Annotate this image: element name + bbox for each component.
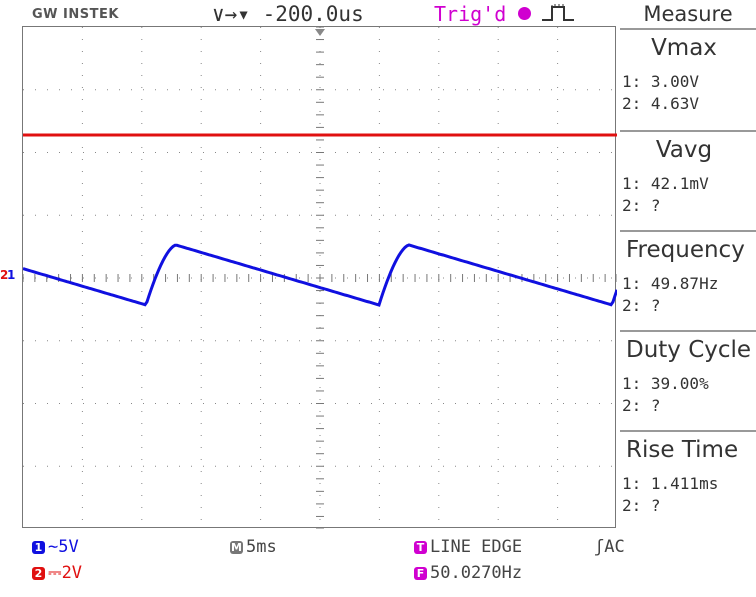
measure-ch1-value: 1: 1.411ms xyxy=(622,474,719,493)
trigger-frequency: 50.0270Hz xyxy=(430,563,523,583)
ch2-badge: 2 xyxy=(32,567,45,580)
brand-logo: GW INSTEK xyxy=(32,7,119,22)
timebase-readout[interactable]: M 5ms xyxy=(230,536,277,558)
trigger-position-marker xyxy=(315,29,325,36)
ch1-scale-readout[interactable]: 1 ∼5V xyxy=(32,536,79,558)
graticule xyxy=(23,27,617,529)
measure-title: Measure xyxy=(643,2,733,26)
horizontal-position-readout: ∨→▾ -200.0us xyxy=(212,2,364,26)
measure-vavg[interactable]: Vavg 1: 42.1mV 2: ? xyxy=(620,130,756,226)
measure-frequency[interactable]: Frequency 1: 49.87Hz 2: ? xyxy=(620,230,756,326)
trigger-mode: LINE EDGE xyxy=(430,537,523,557)
measure-ch1-value: 1: 3.00V xyxy=(622,72,700,91)
measure-name: Rise Time xyxy=(626,437,739,463)
measure-name: Duty Cycle xyxy=(626,337,752,363)
timebase-badge: M xyxy=(230,541,243,554)
measure-ch2-value: 2: ? xyxy=(622,396,661,415)
measure-ch2-value: 2: 4.63V xyxy=(622,94,700,113)
ch2-ground-marker: 2 xyxy=(0,268,9,282)
timebase-value: 5ms xyxy=(246,537,277,557)
frequency-badge: F xyxy=(414,567,427,580)
ch1-badge: 1 xyxy=(32,541,45,554)
measure-ch2-value: 2: ? xyxy=(622,496,661,515)
ch1-trace xyxy=(23,243,617,307)
trigger-coupling: ʃAC xyxy=(594,537,625,557)
waveform-grid[interactable] xyxy=(22,26,617,529)
trigger-frequency-readout: F 50.0270Hz xyxy=(414,562,522,584)
measure-duty-cycle[interactable]: Duty Cycle 1: 39.00% 2: ? xyxy=(620,330,756,426)
measure-ch1-value: 1: 49.87Hz xyxy=(622,274,719,293)
measure-panel: Measure Vmax 1: 3.00V 2: 4.63V Vavg 1: 4… xyxy=(620,0,756,526)
trigger-status: Trig'd xyxy=(434,2,507,26)
measure-name: Frequency xyxy=(626,237,745,263)
measure-name: Vavg xyxy=(655,137,713,163)
rising-pulse-icon xyxy=(542,4,574,21)
measure-ch2-value: 2: ? xyxy=(622,296,661,315)
ch1-ground-marker: 1 xyxy=(7,268,16,282)
measure-rise-time[interactable]: Rise Time 1: 1.411ms 2: ? xyxy=(620,430,756,526)
measure-name: Vmax xyxy=(651,35,717,61)
measure-ch1-value: 1: 39.00% xyxy=(622,374,709,393)
ch2-scale-readout[interactable]: 2 ⎓2V xyxy=(32,562,82,584)
measure-vmax[interactable]: Vmax 1: 3.00V 2: 4.63V xyxy=(620,28,756,124)
ch2-scale: ⎓2V xyxy=(48,563,83,583)
trigger-readout[interactable]: T LINE EDGE xyxy=(414,536,522,558)
record-dot-icon xyxy=(518,7,531,20)
trigger-badge: T xyxy=(414,541,427,554)
measure-ch1-value: 1: 42.1mV xyxy=(622,174,709,193)
measure-ch2-value: 2: ? xyxy=(622,196,661,215)
ch1-scale: ∼5V xyxy=(48,537,79,557)
